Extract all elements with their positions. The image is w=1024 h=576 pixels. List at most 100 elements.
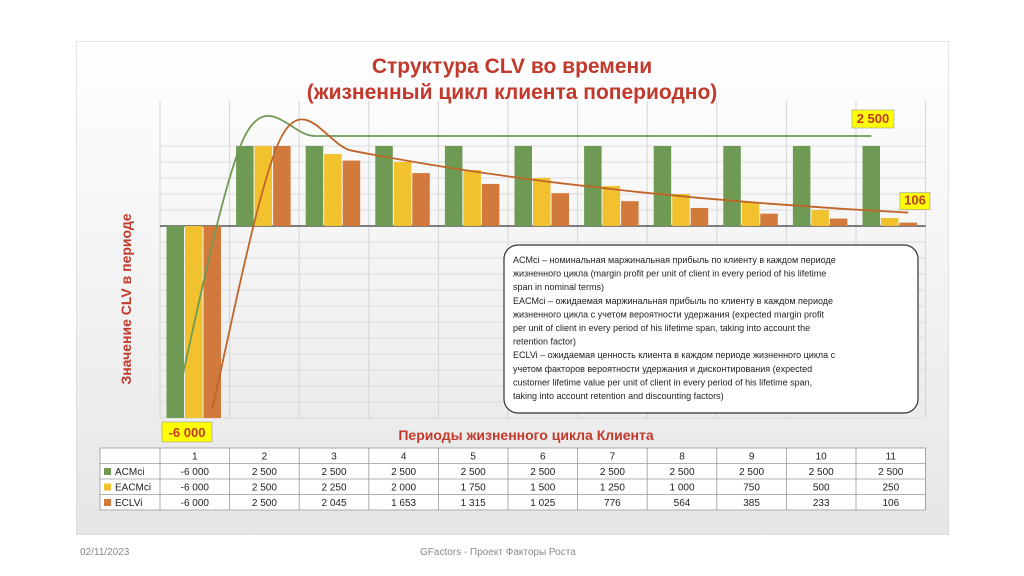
bar-eclvi (899, 222, 917, 226)
footer-date: 02/11/2023 (80, 547, 130, 558)
x-tick-label: 6 (540, 452, 546, 463)
trend-line-acmci (174, 114, 872, 409)
table-cell: 2 500 (739, 467, 764, 478)
x-tick-label: 2 (262, 452, 268, 463)
legend-entry: ACMci (115, 467, 144, 478)
bar-acmci (375, 146, 393, 226)
table-cell: 2 500 (530, 467, 555, 478)
bar-eacmci (811, 210, 829, 226)
bar-eclvi (481, 183, 500, 226)
x-tick-label: 7 (610, 452, 616, 463)
annotation-label: 2 500 (857, 111, 890, 126)
legend-description-line: ACMci – номинальная маржинальная прибыль… (513, 255, 836, 265)
legend-swatch-eacmci (104, 483, 111, 491)
table-cell: 233 (813, 498, 830, 509)
table-cell: 2 500 (878, 467, 903, 478)
table-cell: 2 500 (252, 498, 277, 509)
annotation-label: 106 (904, 193, 926, 208)
annotation-box (851, 109, 895, 129)
legend-description-line: учетом факторов вероятности удержания и … (513, 364, 812, 374)
table-cell: 2 250 (321, 483, 346, 494)
table-cell: 106 (882, 498, 899, 509)
legend-entry: ECLVi (115, 498, 142, 509)
table-cell: 2 500 (252, 483, 277, 494)
bar-eclvi (412, 173, 430, 226)
legend-swatch-eclvi (104, 499, 111, 506)
legend-swatch-acmci (104, 468, 111, 475)
bar-acmci (723, 146, 741, 226)
bar-eacmci (324, 154, 342, 226)
annotation-box (899, 192, 931, 210)
bar-acmci (236, 146, 254, 226)
x-tick-label: 9 (749, 452, 755, 463)
bar-eclvi (690, 207, 709, 226)
chart-subtitle: (жизненный цикл клиента попериодно) (307, 81, 718, 104)
legend-description-line: retention factor) (513, 337, 576, 347)
table-cell: 2 500 (461, 467, 486, 478)
trend-line-eclvi (211, 118, 909, 409)
x-tick-label: 5 (470, 452, 476, 463)
table-cell: -6 000 (181, 498, 210, 509)
legend-description-line: per unit of client in every period of hi… (513, 323, 810, 333)
y-axis-label: Значение CLV в периоде (118, 213, 134, 384)
table-cell: 2 000 (391, 483, 416, 494)
table-cell: 1 000 (669, 483, 694, 494)
bar-eclvi (760, 213, 778, 226)
legend-description-line: EACMci – ожидаемая маржинальная прибыль … (513, 296, 833, 306)
bar-acmci (792, 146, 811, 226)
bar-eclvi (342, 160, 361, 226)
table-cell: 750 (743, 483, 760, 494)
table-cell: 2 500 (669, 467, 694, 478)
legend-description-line: span in nominal terms) (513, 282, 604, 292)
bar-acmci (444, 146, 463, 226)
chart-title: Структура CLV во времени (372, 55, 652, 78)
x-tick-label: 8 (679, 452, 685, 463)
x-tick-label: 1 (192, 452, 198, 463)
table-cell: 1 250 (600, 483, 625, 494)
legend-entry: EACMci (115, 483, 151, 494)
legend-description-line: жизненного цикла (margin profit per unit… (513, 269, 826, 279)
legend-description-line: customer lifetime value per unit of clie… (513, 377, 812, 387)
bar-eclvi (621, 201, 639, 226)
footer-project: GFactors - Проект Факторы Роста (420, 547, 576, 558)
bar-eacmci (881, 218, 899, 226)
clv-chart: -6 000 2 500 106 1 2 3 4 5 6 7 8 9 10 11 ACMci -6 000 2… (76, 41, 949, 535)
table-cell: 2 500 (252, 467, 277, 478)
x-tick-label: 3 (331, 452, 337, 463)
x-tick-label: 11 (886, 452, 897, 463)
bar-eclvi (203, 226, 221, 418)
x-axis-label: Периоды жизненного цикла Клиента (398, 427, 653, 443)
bar-eclvi (551, 193, 569, 226)
bar-eacmci (533, 178, 551, 226)
bar-eacmci (741, 202, 760, 226)
table-cell: 2 045 (321, 498, 346, 509)
x-tick-label: 10 (816, 452, 828, 463)
bar-acmci (305, 146, 324, 226)
x-tick-label: 4 (401, 452, 407, 463)
table-cell: -6 000 (181, 467, 210, 478)
bar-eclvi (273, 146, 291, 226)
legend-description-line: ECLVi – ожидаемая ценность клиента в каж… (513, 350, 836, 360)
bar-acmci (653, 146, 672, 226)
table-cell: 2 500 (391, 467, 416, 478)
table-cell: 564 (674, 498, 691, 509)
annotation-label: -6 000 (169, 425, 206, 440)
table-cell: 250 (882, 483, 899, 494)
legend-description-line: taking into account retention and discou… (513, 391, 724, 401)
table-cell: 2 500 (321, 467, 346, 478)
bar-acmci (514, 146, 532, 226)
legend-description-box (503, 244, 919, 414)
bar-eacmci (393, 162, 412, 226)
table-cell: 776 (604, 498, 621, 509)
legend-description-line: жизненного цикла с учетом вероятности уд… (513, 309, 824, 319)
bar-acmci (584, 146, 602, 226)
table-cell: 385 (743, 498, 760, 509)
table-cell: 1 315 (461, 498, 486, 509)
bar-acmci (166, 226, 184, 418)
bar-eclvi (829, 218, 848, 226)
table-cell: 500 (813, 483, 830, 494)
bar-eacmci (672, 194, 690, 226)
table-cell: 1 653 (391, 498, 416, 509)
bar-acmci (862, 146, 880, 226)
annotation-box (161, 421, 213, 443)
